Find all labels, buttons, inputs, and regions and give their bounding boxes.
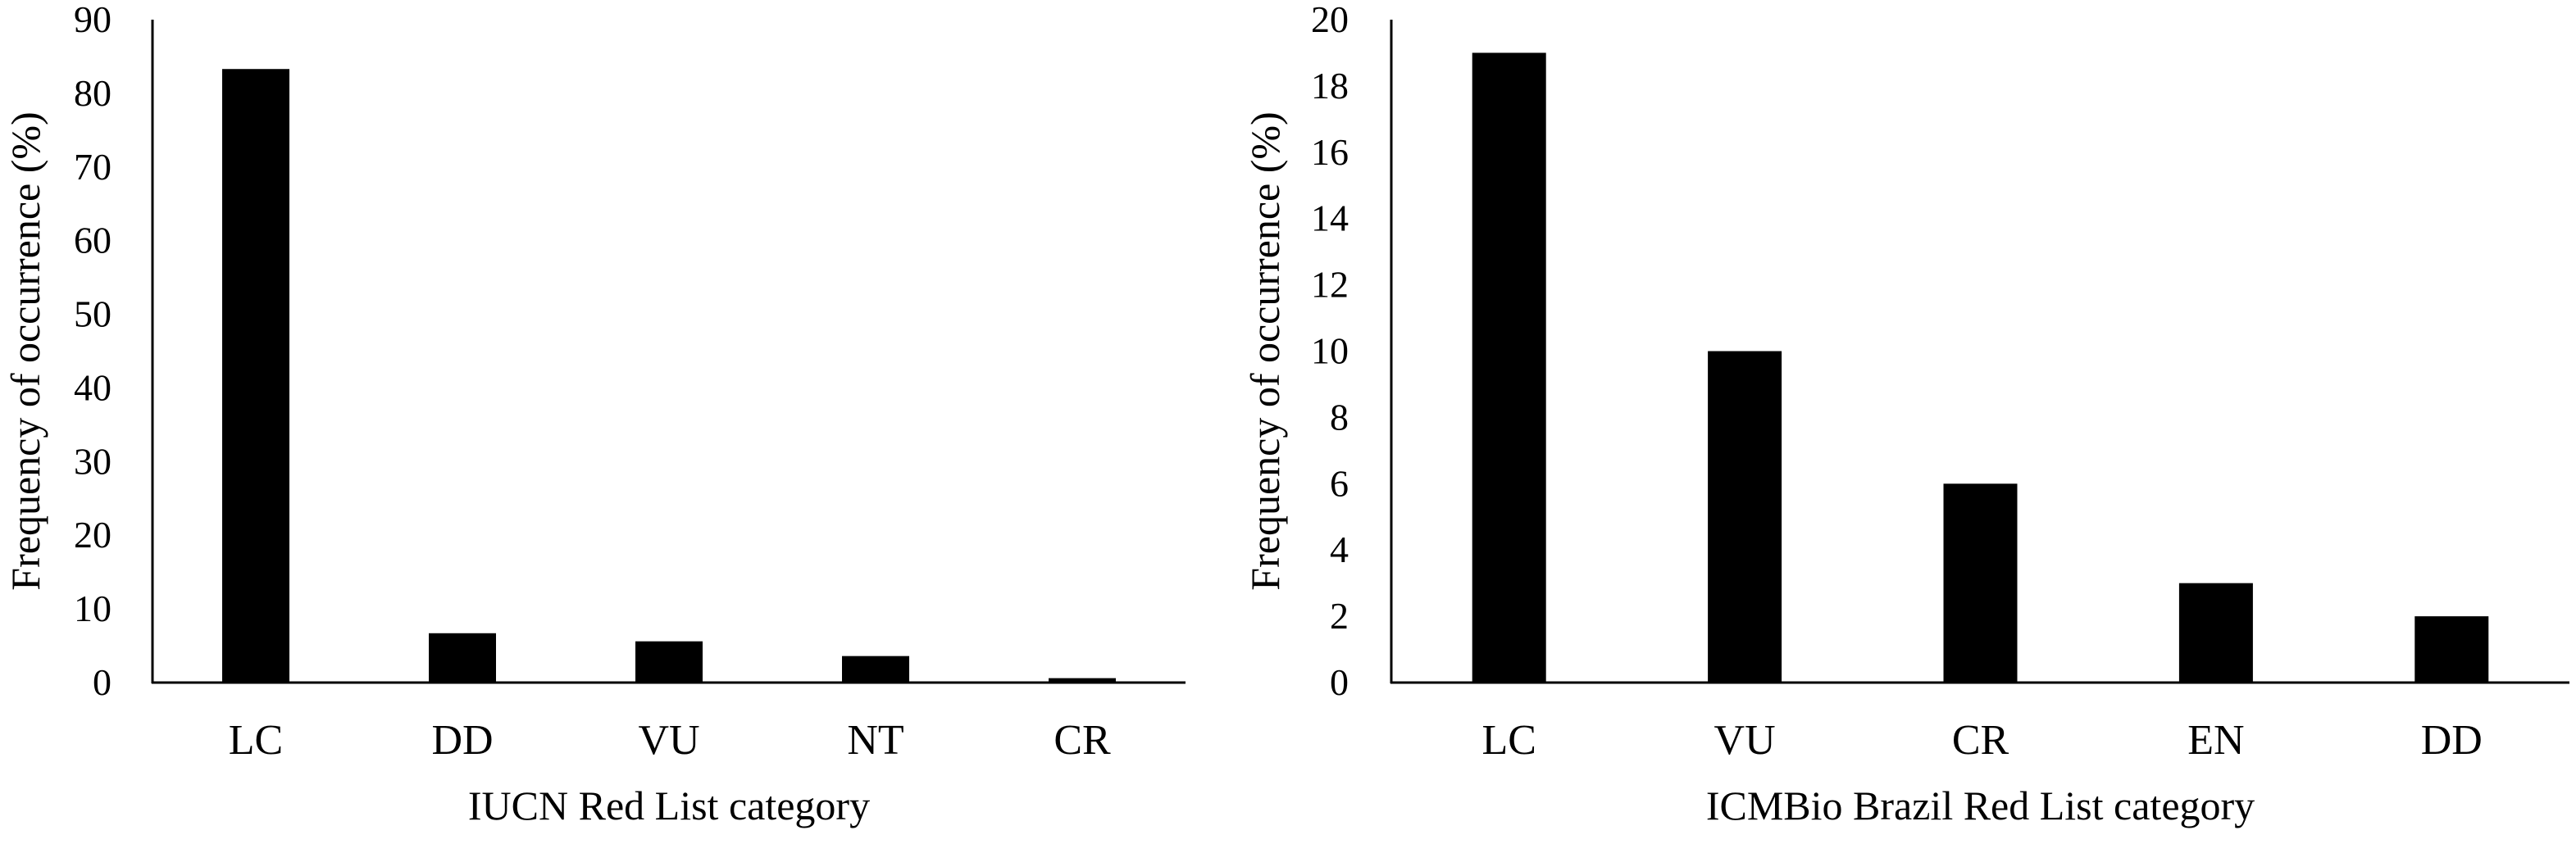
x-tick-label: CR [1952,717,2009,764]
x-axis-title: ICMBio Brazil Red List category [1706,783,2255,828]
x-tick-label: LC [229,717,283,764]
x-tick-label: LC [1481,717,1536,764]
y-tick-label: 10 [74,588,112,629]
bar-nt [842,656,909,683]
x-tick-label: VU [638,717,699,764]
y-tick-label: 8 [1330,396,1349,438]
y-axis-title: Frequency of occurrence (%) [1242,111,1288,590]
bar-vu [635,641,703,683]
y-tick-label: 16 [1311,131,1349,173]
y-tick-label: 50 [74,293,112,335]
y-tick-label: 40 [74,366,112,408]
y-tick-label: 60 [74,220,112,261]
y-tick-label: 10 [1311,330,1349,372]
y-tick-label: 90 [74,0,112,40]
x-tick-label: VU [1714,717,1776,764]
chart-iucn: 0 10 20 30 40 50 60 70 80 90 LC DD VU NT CR IUCN Red Li… [2,0,1186,828]
y-tick-label: 2 [1330,595,1349,637]
y-tick-label: 20 [74,514,112,556]
x-tick-label: DD [2421,717,2483,764]
y-tick-label: 70 [74,146,112,188]
y-tick-label: 80 [74,72,112,114]
y-tick-label: 4 [1330,529,1349,570]
y-tick-label: 18 [1311,65,1349,107]
y-tick-label: 30 [74,440,112,482]
x-axis-title: IUCN Red List category [468,783,870,828]
y-tick-label: 12 [1311,264,1349,306]
bar-cr [1943,483,2018,683]
y-tick-label: 14 [1311,197,1349,239]
x-tick-label: EN [2187,717,2244,764]
x-tick-label: CR [1054,717,1111,764]
bar-lc [1472,52,1546,683]
y-tick-label: 0 [93,661,112,703]
bar-en [2178,583,2253,683]
y-tick-label: 0 [1330,661,1349,703]
y-axis-title: Frequency of occurrence (%) [2,111,48,590]
x-tick-label: DD [431,717,493,764]
bar-dd [2414,616,2489,683]
x-tick-label: NT [847,717,903,764]
bar-lc [222,69,289,683]
bar-dd [429,633,496,683]
bar-cr [1049,678,1116,683]
y-tick-label: 20 [1311,0,1349,40]
y-tick-label: 6 [1330,462,1349,504]
bar-vu [1708,351,1782,683]
chart-icmbio: 0 2 4 6 8 10 12 14 16 18 20 LC VU CR EN DD ICMBio Brazil… [1242,0,2569,828]
